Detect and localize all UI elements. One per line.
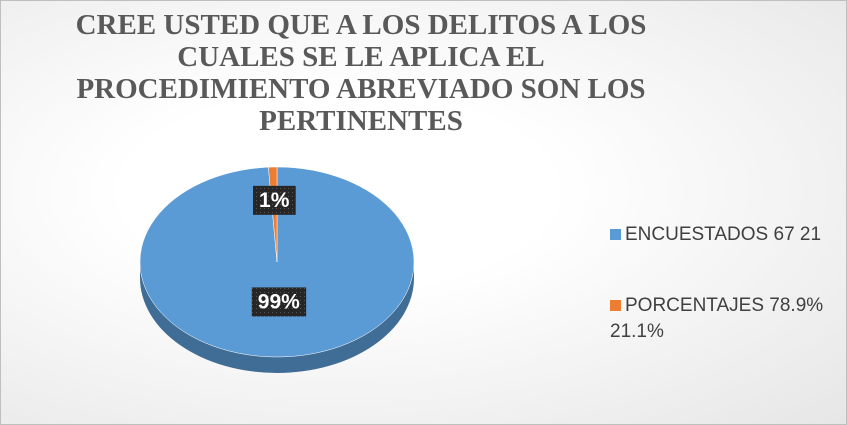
legend-swatch [610, 300, 621, 311]
pie-side [140, 262, 414, 373]
legend-label: ENCUESTADOS 67 21 [625, 224, 822, 245]
legend-entry: ENCUESTADOS 67 21 [610, 222, 840, 248]
data-label: 1% [259, 189, 290, 212]
legend-swatch [610, 229, 621, 240]
legend-entry: PORCENTAJES 78.9% 21.1% [610, 293, 840, 345]
data-label: 99% [258, 290, 300, 313]
chart-title: CREE USTED QUE A LOS DELITOS A LOS CUALE… [75, 9, 647, 137]
data-label-box [253, 185, 296, 215]
data-label-box [251, 287, 307, 317]
legend-label: PORCENTAJES 78.9% 21.1% [610, 295, 824, 342]
